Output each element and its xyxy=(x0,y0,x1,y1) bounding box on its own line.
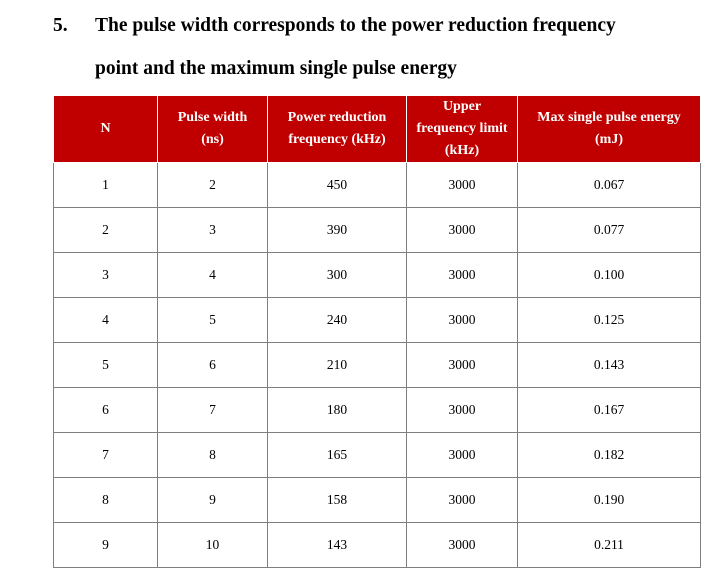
cell-pulse-width: 3 xyxy=(157,207,268,253)
table-row: 8 9 158 3000 0.190 xyxy=(53,477,701,523)
pulse-energy-table: N Pulse width (ns) Power reduction frequ… xyxy=(53,95,701,568)
table-row: 2 3 390 3000 0.077 xyxy=(53,207,701,253)
cell-n: 3 xyxy=(53,252,158,298)
cell-upper-frequency-limit: 3000 xyxy=(406,432,518,478)
column-header-max-single-pulse-energy: Max single pulse energy (mJ) xyxy=(517,95,701,163)
cell-max-single-pulse-energy: 0.125 xyxy=(517,297,701,343)
cell-max-single-pulse-energy: 0.211 xyxy=(517,522,701,568)
cell-upper-frequency-limit: 3000 xyxy=(406,207,518,253)
cell-power-reduction-frequency: 165 xyxy=(267,432,407,478)
cell-pulse-width: 8 xyxy=(157,432,268,478)
cell-n: 7 xyxy=(53,432,158,478)
cell-upper-frequency-limit: 3000 xyxy=(406,297,518,343)
table-row: 9 10 143 3000 0.211 xyxy=(53,522,701,568)
cell-max-single-pulse-energy: 0.143 xyxy=(517,342,701,388)
cell-n: 6 xyxy=(53,387,158,433)
cell-max-single-pulse-energy: 0.167 xyxy=(517,387,701,433)
column-header-pulse-width: Pulse width (ns) xyxy=(157,95,268,163)
cell-upper-frequency-limit: 3000 xyxy=(406,387,518,433)
cell-max-single-pulse-energy: 0.077 xyxy=(517,207,701,253)
table-row: 5 6 210 3000 0.143 xyxy=(53,342,701,388)
cell-pulse-width: 2 xyxy=(157,162,268,208)
section-title-line-1: The pulse width corresponds to the power… xyxy=(95,15,616,36)
cell-n: 2 xyxy=(53,207,158,253)
cell-n: 9 xyxy=(53,522,158,568)
cell-power-reduction-frequency: 143 xyxy=(267,522,407,568)
cell-power-reduction-frequency: 450 xyxy=(267,162,407,208)
cell-pulse-width: 10 xyxy=(157,522,268,568)
cell-n: 5 xyxy=(53,342,158,388)
table-row: 6 7 180 3000 0.167 xyxy=(53,387,701,433)
cell-n: 8 xyxy=(53,477,158,523)
cell-pulse-width: 6 xyxy=(157,342,268,388)
cell-upper-frequency-limit: 3000 xyxy=(406,477,518,523)
column-header-power-reduction-frequency: Power reduction frequency (kHz) xyxy=(267,95,407,163)
cell-n: 1 xyxy=(53,162,158,208)
cell-n: 4 xyxy=(53,297,158,343)
cell-power-reduction-frequency: 240 xyxy=(267,297,407,343)
cell-pulse-width: 5 xyxy=(157,297,268,343)
cell-pulse-width: 9 xyxy=(157,477,268,523)
table-header-row: N Pulse width (ns) Power reduction frequ… xyxy=(53,95,701,163)
cell-power-reduction-frequency: 300 xyxy=(267,252,407,298)
cell-power-reduction-frequency: 390 xyxy=(267,207,407,253)
section-number: 5. xyxy=(53,15,68,36)
cell-max-single-pulse-energy: 0.190 xyxy=(517,477,701,523)
cell-max-single-pulse-energy: 0.067 xyxy=(517,162,701,208)
cell-pulse-width: 4 xyxy=(157,252,268,298)
column-header-upper-frequency-limit: Upper frequency limit (kHz) xyxy=(406,95,518,163)
cell-pulse-width: 7 xyxy=(157,387,268,433)
section-title-line-2: point and the maximum single pulse energ… xyxy=(95,58,457,79)
table-row: 3 4 300 3000 0.100 xyxy=(53,252,701,298)
cell-upper-frequency-limit: 3000 xyxy=(406,252,518,298)
cell-power-reduction-frequency: 180 xyxy=(267,387,407,433)
cell-power-reduction-frequency: 210 xyxy=(267,342,407,388)
table-row: 4 5 240 3000 0.125 xyxy=(53,297,701,343)
table-row: 1 2 450 3000 0.067 xyxy=(53,162,701,208)
cell-power-reduction-frequency: 158 xyxy=(267,477,407,523)
cell-upper-frequency-limit: 3000 xyxy=(406,522,518,568)
cell-max-single-pulse-energy: 0.100 xyxy=(517,252,701,298)
cell-upper-frequency-limit: 3000 xyxy=(406,342,518,388)
column-header-n: N xyxy=(53,95,158,163)
cell-upper-frequency-limit: 3000 xyxy=(406,162,518,208)
cell-max-single-pulse-energy: 0.182 xyxy=(517,432,701,478)
table-row: 7 8 165 3000 0.182 xyxy=(53,432,701,478)
